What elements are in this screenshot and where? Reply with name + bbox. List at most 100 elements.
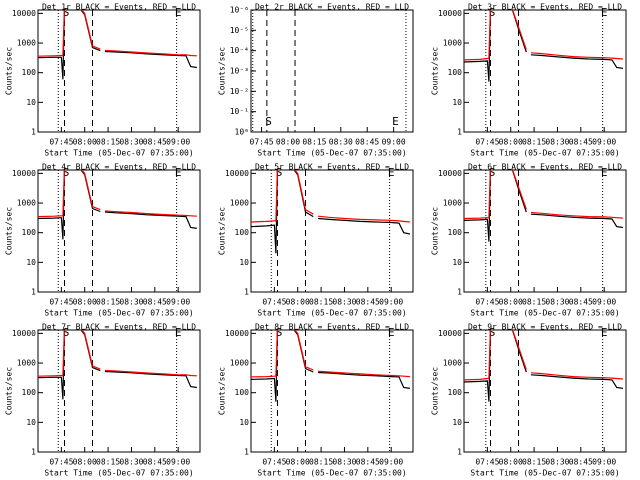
panel: Det 9r BLACK = Events, RED = LLD Start Ti… <box>431 323 627 478</box>
x-tick-label: 07:45 <box>49 298 73 307</box>
x-tick-label: 08:15 <box>96 298 120 307</box>
plot-frame <box>37 169 201 293</box>
x-tick-label: 09:00 <box>166 298 190 307</box>
x-axis-label: Start Time (05-Dec-07 07:35:00) <box>257 149 406 158</box>
y-tick-label: 10 <box>452 258 462 267</box>
y-tick-label: 1000 <box>17 39 36 48</box>
annotation: E <box>175 6 182 19</box>
x-axis-label: Start Time (05-Dec-07 07:35:00) <box>470 309 619 318</box>
y-tick-label: 1 <box>31 288 36 297</box>
annotation: E <box>601 326 608 339</box>
x-tick-label: 08:15 <box>522 138 546 147</box>
y-tick-label: 10000 <box>225 169 249 178</box>
plot-frame <box>463 329 627 453</box>
x-tick-label: 08:15 <box>522 458 546 467</box>
x-tick-label: 07:45 <box>262 298 286 307</box>
x-tick-label: 08:30 <box>545 458 569 467</box>
y-axis-label: Counts/sec <box>431 47 440 95</box>
x-axis-label: Start Time (05-Dec-07 07:35:00) <box>257 309 406 318</box>
y-tick-label: 10 <box>452 418 462 427</box>
x-tick-label: 07:45 <box>250 138 274 147</box>
y-tick-label: 100 <box>235 388 250 397</box>
x-tick-label: 08:45 <box>143 458 167 467</box>
y-tick-label: 1000 <box>230 199 249 208</box>
panel-title: Det 6r BLACK = Events, RED = LLD <box>468 163 622 172</box>
y-tick-label: 100 <box>448 228 463 237</box>
panel: Det 5r BLACK = Events, RED = LLD Start Ti… <box>218 163 414 318</box>
panel-title: Det 8r BLACK = Events, RED = LLD <box>255 323 409 332</box>
y-tick-label: 100 <box>235 228 250 237</box>
panel: Det 2r BLACK = Events, RED = LLD Start Ti… <box>218 3 414 158</box>
y-tick-label: 10000 <box>12 169 36 178</box>
y-tick-label: 1 <box>457 128 462 137</box>
y-axis-label: Counts/sec <box>5 47 14 95</box>
annotation: E <box>388 166 395 179</box>
x-tick-label: 08:30 <box>119 458 143 467</box>
plot-frame <box>37 329 201 453</box>
x-tick-label: 08:00 <box>276 138 300 147</box>
panel: Det 1r BLACK = Events, RED = LLD Start Ti… <box>5 3 201 158</box>
plot-frame <box>250 329 414 453</box>
x-tick-label: 09:00 <box>592 138 616 147</box>
panel-title: Det 4r BLACK = Events, RED = LLD <box>42 163 196 172</box>
panel-title: Det 1r BLACK = Events, RED = LLD <box>42 3 196 12</box>
x-tick-label: 07:45 <box>475 138 499 147</box>
annotation: S <box>489 6 496 19</box>
x-tick-label: 08:15 <box>302 138 326 147</box>
annotation: S <box>63 6 70 19</box>
y-tick-label: 10000 <box>12 9 36 18</box>
x-tick-label: 07:45 <box>49 138 73 147</box>
x-tick-label: 08:30 <box>545 298 569 307</box>
y-tick-label: 10 <box>26 98 36 107</box>
x-tick-label: 07:45 <box>475 298 499 307</box>
y-tick-label: 10000 <box>438 9 462 18</box>
plot-frame <box>37 9 201 133</box>
x-axis-label: Start Time (05-Dec-07 07:35:00) <box>44 309 193 318</box>
y-tick-label: 100 <box>22 388 37 397</box>
x-tick-label: 09:00 <box>382 138 406 147</box>
x-tick-label: 08:00 <box>73 458 97 467</box>
y-axis-label: Counts/sec <box>218 367 227 415</box>
x-tick-label: 08:45 <box>356 298 380 307</box>
y-tick-label: 1 <box>457 448 462 457</box>
panel-title: Det 5r BLACK = Events, RED = LLD <box>255 163 409 172</box>
annotation: S <box>489 166 496 179</box>
x-tick-label: 08:45 <box>356 458 380 467</box>
annotation: E <box>392 115 399 128</box>
y-tick-label: 10 <box>239 418 249 427</box>
plot-frame <box>463 169 627 293</box>
x-tick-label: 08:15 <box>522 298 546 307</box>
panel: Det 8r BLACK = Events, RED = LLD Start Ti… <box>218 323 414 478</box>
y-tick-label: 1000 <box>443 199 462 208</box>
y-axis-label: Counts/sec <box>431 207 440 255</box>
annotation: E <box>388 326 395 339</box>
x-tick-label: 08:00 <box>499 298 523 307</box>
y-tick-label: 1 <box>244 448 249 457</box>
x-tick-label: 08:45 <box>143 298 167 307</box>
x-tick-label: 07:45 <box>262 458 286 467</box>
annotation: E <box>601 6 608 19</box>
y-tick-label: 100 <box>448 68 463 77</box>
y-tick-label: 10⁰ <box>235 128 249 137</box>
y-tick-label: 10⁻¹ <box>230 107 249 116</box>
annotation: E <box>175 326 182 339</box>
y-tick-label: 1000 <box>17 359 36 368</box>
panel-title: Det 9r BLACK = Events, RED = LLD <box>468 323 622 332</box>
x-tick-label: 08:45 <box>569 458 593 467</box>
y-tick-label: 1000 <box>443 359 462 368</box>
x-tick-label: 09:00 <box>379 298 403 307</box>
y-axis-label: Counts/sec <box>431 367 440 415</box>
x-axis-label: Start Time (05-Dec-07 07:35:00) <box>470 469 619 478</box>
x-tick-label: 08:00 <box>73 298 97 307</box>
x-tick-label: 08:00 <box>286 298 310 307</box>
data-line <box>251 330 410 378</box>
y-tick-label: 10⁻⁵ <box>230 26 249 35</box>
x-axis-label: Start Time (05-Dec-07 07:35:00) <box>470 149 619 158</box>
x-tick-label: 08:30 <box>332 298 356 307</box>
x-tick-label: 08:15 <box>96 138 120 147</box>
y-tick-label: 10000 <box>225 329 249 338</box>
y-axis-label: Counts/sec <box>218 207 227 255</box>
x-tick-label: 09:00 <box>166 458 190 467</box>
